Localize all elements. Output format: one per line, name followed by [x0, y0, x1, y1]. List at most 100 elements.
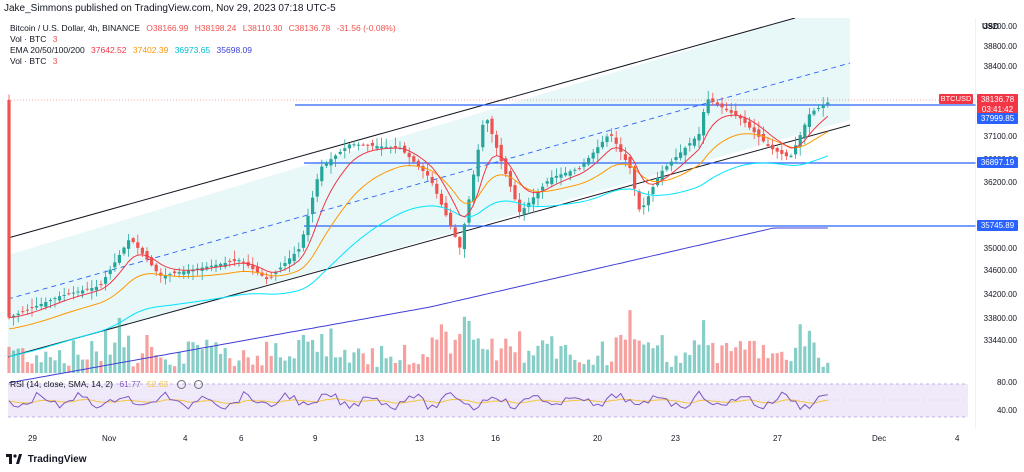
settings-icon[interactable] [194, 380, 204, 390]
volume-bar [12, 350, 16, 373]
time-tick: 23 [671, 434, 680, 443]
volume-bar [430, 337, 434, 373]
volume-bar [761, 345, 765, 373]
candle [669, 161, 673, 166]
volume-bar [495, 360, 499, 373]
time-tick: 16 [491, 434, 500, 443]
volume-bar [421, 354, 425, 373]
candle [288, 258, 292, 264]
candle [504, 158, 508, 174]
candle [531, 197, 535, 205]
volume-bar [743, 349, 747, 373]
volume-bar [200, 349, 204, 373]
volume-bar [255, 355, 259, 373]
volume-bar [269, 356, 273, 373]
volume-bar [458, 333, 462, 373]
rsi-sma-value: 52.63 [147, 379, 169, 389]
volume-bar [214, 342, 218, 373]
volume-bar [610, 361, 614, 373]
candle [720, 103, 724, 108]
candle [416, 160, 420, 167]
volume-bar [669, 366, 673, 373]
volume-bar [94, 351, 98, 373]
price-tick: 38400.00 [983, 62, 1017, 71]
time-tick: 6 [239, 434, 244, 443]
volume-bar [352, 352, 356, 373]
candle [646, 196, 650, 206]
volume-bar [81, 359, 85, 373]
candle [334, 155, 338, 159]
volume-bar [62, 363, 66, 373]
rsi-legend: RSI (14, close, SMA, 14, 2) 61.77 52.63 [10, 379, 207, 390]
candle [278, 267, 282, 270]
candle [122, 247, 126, 254]
volume-bar [136, 362, 140, 373]
volume-bar [384, 358, 388, 373]
candle [163, 274, 167, 279]
candle [329, 159, 333, 166]
volume-bar [370, 348, 374, 373]
candle [366, 144, 370, 146]
candle [361, 144, 365, 146]
time-tick: 4 [183, 434, 188, 443]
volume-bar [21, 348, 25, 373]
candle [775, 147, 779, 152]
volume-bar [131, 366, 135, 373]
price-chart[interactable] [0, 18, 976, 428]
candle [168, 274, 172, 275]
candle [633, 166, 637, 189]
volume-bar [481, 348, 485, 373]
candle [665, 166, 669, 170]
legend-symbol: Bitcoin / U.S. Dollar, 4h, BINANCE [10, 23, 140, 33]
candle [412, 156, 416, 162]
volume-bar [25, 362, 29, 373]
volume-bar [794, 347, 798, 373]
candle [159, 272, 163, 276]
volume-bar [771, 353, 775, 373]
volume-bar [725, 343, 729, 373]
volume-bar [283, 360, 287, 373]
candle [269, 276, 273, 278]
volume-bar [278, 357, 282, 373]
visibility-icon[interactable] [176, 380, 186, 390]
volume-bar [784, 359, 788, 373]
volume-bar [826, 362, 830, 373]
volume-bar [757, 358, 761, 373]
candle [186, 270, 190, 274]
candle [472, 174, 476, 202]
volume-bar [711, 342, 715, 373]
candle [430, 177, 434, 184]
volume-bar [821, 366, 825, 373]
candle [715, 102, 719, 105]
legend-close: C38136.78 [288, 23, 331, 33]
candle [812, 110, 816, 115]
price-tick: 33440.00 [983, 336, 1017, 345]
candle [347, 144, 351, 149]
candle [587, 157, 591, 165]
candle [711, 98, 715, 102]
candle [706, 99, 710, 114]
volume-bar [150, 346, 154, 373]
volume-bar [288, 356, 292, 373]
volume-bar [177, 351, 181, 373]
volume-bar [228, 358, 232, 373]
candle [48, 300, 52, 302]
candle [7, 99, 11, 318]
candle [85, 288, 89, 290]
candle [315, 179, 319, 197]
candle [444, 202, 448, 216]
volume-bar [674, 355, 678, 373]
legend-change: -31.56 (-0.08%) [336, 23, 396, 33]
level-tag-35745: 35745.89 [977, 220, 1018, 231]
candle [136, 242, 140, 248]
volume-bar [720, 345, 724, 373]
volume-bar [108, 354, 112, 373]
time-tick: 29 [28, 434, 37, 443]
volume-bar [196, 344, 200, 373]
candle [614, 137, 618, 144]
volume-bar [637, 340, 641, 373]
volume-bar [476, 338, 480, 373]
candle [499, 144, 503, 162]
volume-bar [444, 331, 448, 373]
volume-bar [117, 317, 121, 373]
